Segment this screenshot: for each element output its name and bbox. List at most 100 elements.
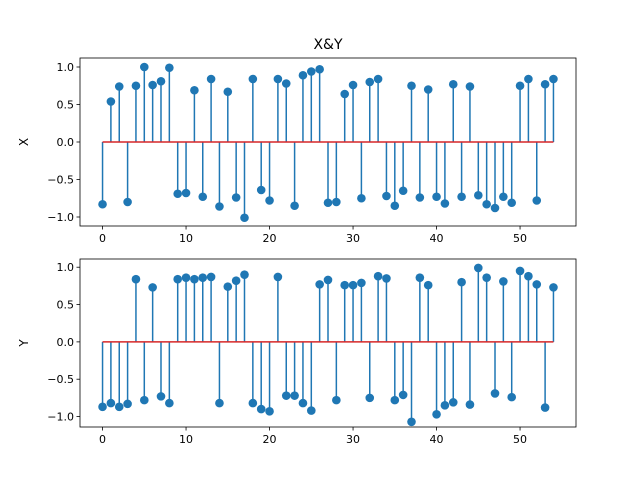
x-tick-label: 40 (430, 232, 444, 245)
stem-marker (432, 410, 441, 419)
stem-marker (281, 79, 291, 88)
stem-marker (306, 67, 316, 76)
stem-marker (365, 77, 375, 87)
y-tick-label: −0.5 (47, 373, 74, 386)
stem-marker (240, 270, 249, 279)
stem-marker (273, 272, 283, 282)
stem-marker (265, 407, 274, 416)
stem-marker (373, 74, 383, 84)
stem-marker (190, 85, 199, 95)
x-tick-label: 40 (430, 433, 444, 446)
stem-marker (390, 201, 400, 211)
x-tick-label: 0 (99, 232, 106, 245)
stem-marker (457, 277, 466, 287)
stem-marker (482, 199, 491, 209)
stem-marker (165, 398, 174, 408)
stem-marker (407, 417, 416, 427)
stem-marker (123, 399, 132, 409)
axes-x: 0 10 20 30 40 50 −1.0 −0.5 0.0 0.5 1.0 X (17, 57, 577, 245)
stem-marker (106, 97, 116, 106)
stem-marker (540, 403, 550, 412)
stem-marker (290, 201, 299, 211)
y-tick-label: 0.0 (57, 136, 75, 149)
y-axis-label: X (17, 138, 31, 146)
stem-marker (440, 199, 450, 208)
stem-marker (315, 64, 324, 74)
stem-marker (156, 76, 166, 86)
stem-marker (298, 398, 308, 408)
stem-marker (131, 274, 141, 284)
stem-marker (482, 273, 491, 282)
stem-marker (281, 391, 291, 400)
y-tick-label: 0.5 (57, 299, 75, 312)
stem-marker (248, 74, 258, 84)
stem-marker (290, 391, 299, 400)
stem-marker (123, 197, 132, 207)
stem-marker (323, 275, 333, 285)
x-tick-label: 10 (179, 232, 193, 245)
stem-marker (415, 273, 425, 282)
x-tick-label: 20 (263, 433, 277, 446)
stem-marker (215, 202, 224, 211)
stem-marker (306, 406, 316, 415)
stem-marker (423, 280, 433, 290)
stem-marker (273, 74, 283, 84)
stem-marker (114, 402, 124, 412)
stem-marker (190, 274, 199, 284)
stem-marker (340, 89, 350, 99)
stem-marker (532, 280, 542, 289)
stem-marker (315, 280, 324, 289)
axes-y: 0 10 20 30 40 50 −1.0 −0.5 0.0 0.5 1.0 Y (17, 258, 577, 446)
stem-marker (106, 398, 116, 408)
stem-marker (432, 192, 441, 202)
stem-marker (549, 74, 558, 84)
stem-marker (390, 395, 400, 405)
stem-marker (348, 80, 358, 90)
stem-marker (248, 398, 258, 408)
stem-marker (181, 273, 191, 282)
stem-marker (139, 62, 149, 72)
stem-marker (256, 404, 266, 414)
stem-marker (198, 192, 208, 202)
stem-marker (114, 82, 124, 91)
y-tick-label: −0.5 (47, 174, 74, 187)
y-tick-label: 0.0 (57, 336, 75, 349)
stem-marker (323, 198, 333, 208)
stem-marker (223, 87, 233, 97)
stem-marker (398, 186, 408, 196)
stem-marker (532, 196, 542, 205)
stem-marker (165, 63, 174, 73)
stem-marker (524, 74, 533, 84)
x-tick-label: 20 (263, 232, 277, 245)
y-tick-label: 0.5 (57, 99, 75, 112)
stem-marker (515, 266, 525, 276)
stem-marker (423, 85, 433, 94)
stem-marker (98, 402, 107, 412)
stem-marker (507, 392, 517, 402)
stem-marker (507, 198, 517, 208)
stem-marker (139, 395, 149, 405)
x-tick-label: 30 (346, 232, 360, 245)
stem-marker (465, 82, 475, 91)
stem-marker (474, 263, 483, 273)
stem-marker (223, 282, 233, 291)
stem-marker (231, 193, 241, 202)
stem-marker (348, 280, 358, 290)
stem-marker (415, 193, 425, 202)
y-tick-label: 1.0 (57, 61, 75, 74)
stem-marker (206, 272, 216, 282)
stem-marker (231, 276, 241, 285)
stem-marker (440, 401, 450, 410)
stem-marker (382, 274, 391, 283)
stem-marker (240, 213, 249, 223)
stem-marker (499, 192, 508, 202)
stem-marker (265, 196, 274, 205)
stem-marker (357, 193, 366, 203)
stem-marker (340, 280, 350, 290)
stem-marker (156, 392, 166, 401)
stem-marker (148, 80, 157, 90)
x-tick-label: 50 (513, 433, 527, 446)
stem-marker (448, 79, 458, 89)
stem-marker (298, 70, 308, 80)
